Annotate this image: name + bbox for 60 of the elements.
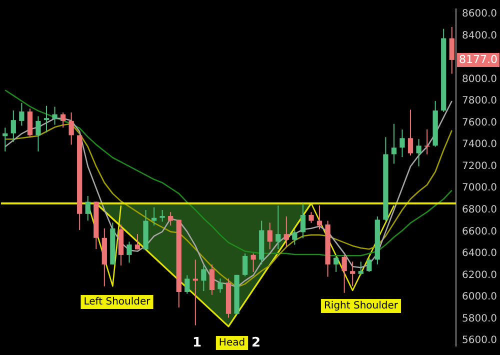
annotation: 2 <box>251 335 261 350</box>
annotation: 8177.0 <box>459 52 498 66</box>
candlestick <box>184 274 190 294</box>
candlestick <box>201 264 206 292</box>
y-tick-label: 8000.0 <box>462 74 498 85</box>
candlestick <box>68 112 74 146</box>
candlestick <box>284 216 289 248</box>
candlestick <box>400 129 405 158</box>
y-tick-label: 5800.0 <box>462 313 498 324</box>
candlestick <box>168 212 174 226</box>
candlestick <box>134 234 140 250</box>
candlestick <box>424 128 430 155</box>
candlestick <box>242 252 248 277</box>
annotation: Head <box>218 338 246 349</box>
y-tick-label: 8600.0 <box>462 8 498 20</box>
annotation: 1 <box>192 335 202 350</box>
candlestick <box>85 195 90 222</box>
y-tick-label: 7600.0 <box>462 117 498 128</box>
y-tick-label: 7800.0 <box>462 96 498 107</box>
annotation: Right Shoulder <box>324 300 399 312</box>
candlestick <box>366 257 372 272</box>
candlestick <box>52 106 58 126</box>
y-tick-label: 8400.0 <box>462 30 498 42</box>
y-tick-label: 7400.0 <box>462 139 498 150</box>
annotation: Left Shoulder <box>84 296 152 308</box>
y-tick-label: 5600.0 <box>462 335 498 346</box>
candlestick <box>36 116 41 152</box>
candlestick <box>27 108 33 138</box>
candlestick <box>350 261 356 287</box>
candlestick <box>250 252 256 272</box>
y-tick-label: 6400.0 <box>462 248 498 260</box>
candlestick <box>19 102 24 126</box>
candlestick <box>300 202 306 239</box>
candlestick <box>416 138 422 167</box>
candlestick <box>60 112 66 128</box>
y-tick-label: 7200.0 <box>462 160 498 172</box>
candlestick <box>126 241 132 264</box>
candlestick <box>358 261 364 276</box>
candlestick <box>267 222 272 250</box>
y-tick-label: 6800.0 <box>462 204 498 216</box>
y-tick-label: 6200.0 <box>462 270 498 281</box>
candlestick <box>276 205 281 250</box>
y-tick-label: 6000.0 <box>462 292 498 303</box>
candlestick <box>10 110 16 142</box>
candlestick <box>308 212 314 224</box>
candlestick <box>209 264 215 296</box>
candlestick <box>342 254 347 294</box>
candlestick <box>449 26 454 74</box>
candlestick <box>218 278 223 294</box>
candlestick <box>316 204 322 230</box>
candlestick <box>192 259 198 326</box>
candlestick <box>333 256 339 272</box>
candlestick <box>408 109 414 156</box>
y-tick-label: 7000.0 <box>462 182 498 194</box>
candlestick <box>44 105 50 133</box>
candlestick <box>391 123 397 164</box>
candlestick <box>151 206 157 226</box>
y-tick-label: 6600.0 <box>462 226 498 238</box>
candlestick <box>292 228 298 246</box>
candlestick <box>160 210 165 222</box>
